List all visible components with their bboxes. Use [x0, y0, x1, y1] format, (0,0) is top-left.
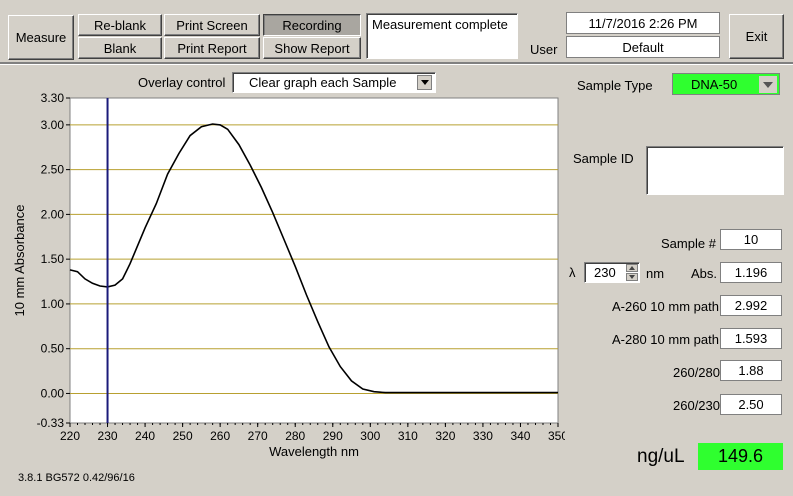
status-display: Measurement complete	[366, 13, 518, 59]
sample-number-label: Sample #	[661, 236, 716, 251]
ratio-260-280-field: 1.88	[720, 360, 782, 381]
y-tick-label: 3.00	[41, 118, 65, 132]
plot-area	[69, 97, 559, 424]
x-tick-label: 330	[473, 429, 493, 443]
y-tick-label: 3.30	[41, 91, 65, 105]
sample-type-value: DNA-50	[691, 76, 738, 92]
a260-field: 2.992	[720, 295, 782, 316]
chevron-down-icon[interactable]	[759, 76, 777, 93]
overlay-dropdown[interactable]: Clear graph each Sample	[232, 72, 436, 93]
wavelength-stepper[interactable]: 230	[584, 262, 640, 283]
reblank-button[interactable]: Re-blank	[78, 14, 162, 36]
y-tick-label: 1.50	[41, 252, 65, 266]
x-tick-label: 310	[398, 429, 418, 443]
sample-type-label: Sample Type	[577, 78, 653, 93]
sample-id-field[interactable]	[646, 146, 784, 195]
abs-label: Abs.	[691, 266, 718, 281]
x-tick-label: 280	[285, 429, 305, 443]
overlay-label: Overlay control	[138, 75, 226, 90]
toolbar-divider	[0, 62, 793, 65]
absorbance-series-line	[69, 123, 558, 394]
blank-button[interactable]: Blank	[78, 37, 162, 59]
x-tick-label: 230	[98, 429, 118, 443]
chevron-down-icon[interactable]	[417, 75, 432, 90]
x-tick-label: 250	[173, 429, 193, 443]
x-tick-label: 260	[210, 429, 230, 443]
lambda-symbol: λ	[569, 265, 576, 280]
ratio-260-230-field: 2.50	[720, 394, 782, 415]
sample-type-dropdown[interactable]: DNA-50	[672, 73, 780, 95]
x-tick-label: 300	[360, 429, 380, 443]
y-tick-label: 0.00	[41, 386, 65, 400]
wavelength-value: 230	[594, 265, 616, 280]
a280-label: A-280 10 mm path	[612, 332, 719, 347]
absorbance-chart: -0.33 0.00 0.50 1.00 1.50 2.00 2.50 3.00 3.30 220…	[12, 91, 565, 459]
x-tick-label: 220	[60, 429, 80, 443]
x-axis-label: Wavelength nm	[269, 444, 359, 459]
concentration-display: 149.6	[698, 443, 783, 470]
sample-id-label: Sample ID	[573, 151, 634, 166]
concentration-label: ng/uL	[637, 446, 685, 467]
a280-field: 1.593	[720, 328, 782, 349]
exit-button[interactable]: Exit	[729, 14, 784, 59]
version-label: 3.8.1 BG572 0.42/96/16	[18, 472, 135, 484]
user-label: User	[530, 42, 558, 57]
print-report-button[interactable]: Print Report	[164, 37, 260, 59]
y-axis-label: 10 mm Absorbance	[12, 204, 27, 316]
recording-button[interactable]: Recording	[263, 14, 361, 36]
lambda-unit: nm	[646, 266, 665, 281]
status-text: Measurement complete	[372, 17, 508, 32]
measure-button[interactable]: Measure	[8, 15, 74, 60]
datetime-display: 11/7/2016 2:26 PM	[566, 12, 720, 34]
x-tick-label: 240	[135, 429, 155, 443]
y-tick-label: -0.33	[37, 416, 65, 430]
x-tick-label: 270	[248, 429, 268, 443]
y-tick-label: 0.50	[41, 342, 65, 356]
x-tick-label: 320	[435, 429, 455, 443]
ratio-260-230-label: 260/230	[673, 398, 720, 413]
user-display: Default	[566, 36, 720, 58]
overlay-value: Clear graph each Sample	[249, 75, 397, 90]
x-tick-label: 350	[548, 429, 565, 443]
x-tick-label: 290	[323, 429, 343, 443]
stepper-up-icon[interactable]	[626, 264, 638, 272]
y-tick-label: 2.50	[41, 163, 65, 177]
a260-label: A-260 10 mm path	[612, 299, 719, 314]
x-tick-label: 340	[510, 429, 530, 443]
y-tick-label: 1.00	[41, 297, 65, 311]
abs-field: 1.196	[720, 262, 782, 283]
ratio-260-280-label: 260/280	[673, 365, 720, 380]
y-tick-label: 2.00	[41, 207, 65, 221]
print-screen-button[interactable]: Print Screen	[164, 14, 260, 36]
show-report-button[interactable]: Show Report	[263, 37, 361, 59]
stepper-down-icon[interactable]	[626, 273, 638, 281]
sample-number-field[interactable]: 10	[720, 229, 782, 250]
